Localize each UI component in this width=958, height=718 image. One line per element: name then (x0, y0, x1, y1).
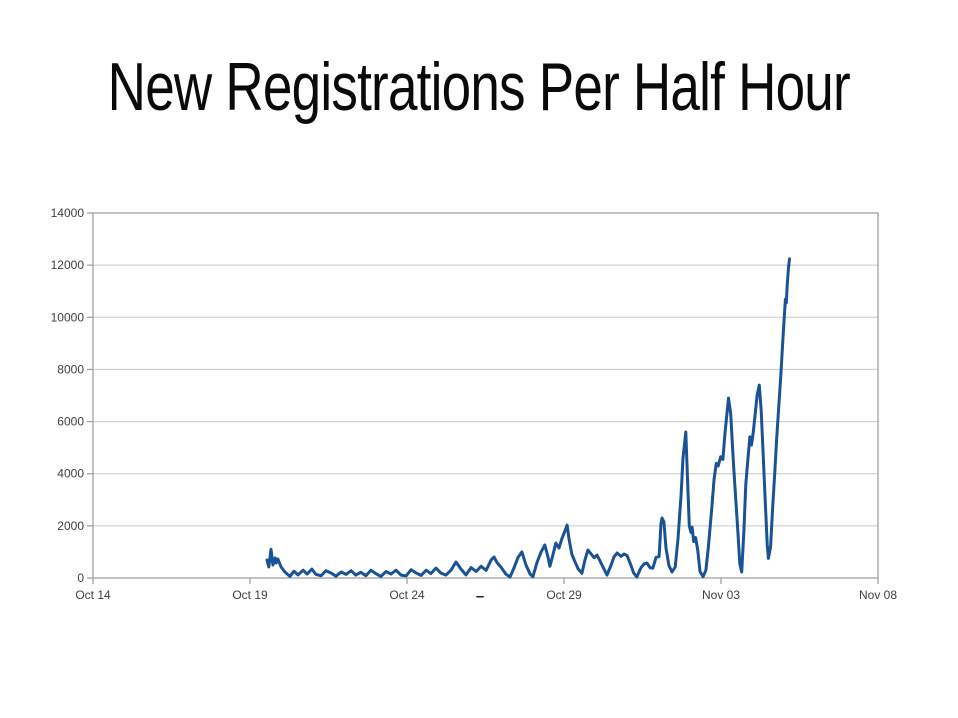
x-tick-label: Oct 14 (75, 588, 111, 602)
y-tick-label: 2000 (57, 519, 84, 533)
slide-title: New Registrations Per Half Hour (107, 49, 851, 125)
x-tick-label: Nov 08 (859, 588, 897, 602)
footer-dash: – (475, 588, 485, 605)
series-line (265, 257, 791, 579)
x-tick-label: Oct 19 (232, 588, 268, 602)
y-tick-label: 4000 (57, 467, 84, 481)
y-tick-label: 12000 (51, 258, 85, 272)
y-tick-label: 6000 (57, 415, 84, 429)
title-container: New Registrations Per Half Hour (0, 48, 958, 126)
y-tick-label: 14000 (51, 206, 85, 220)
x-tick-label: Nov 03 (702, 588, 740, 602)
y-tick-label: 10000 (51, 310, 85, 324)
x-tick-label: Oct 29 (546, 588, 582, 602)
x-tick-label: Oct 24 (389, 588, 425, 602)
y-tick-label: 0 (77, 571, 84, 585)
y-tick-label: 8000 (57, 362, 84, 376)
plot-border (92, 212, 879, 579)
